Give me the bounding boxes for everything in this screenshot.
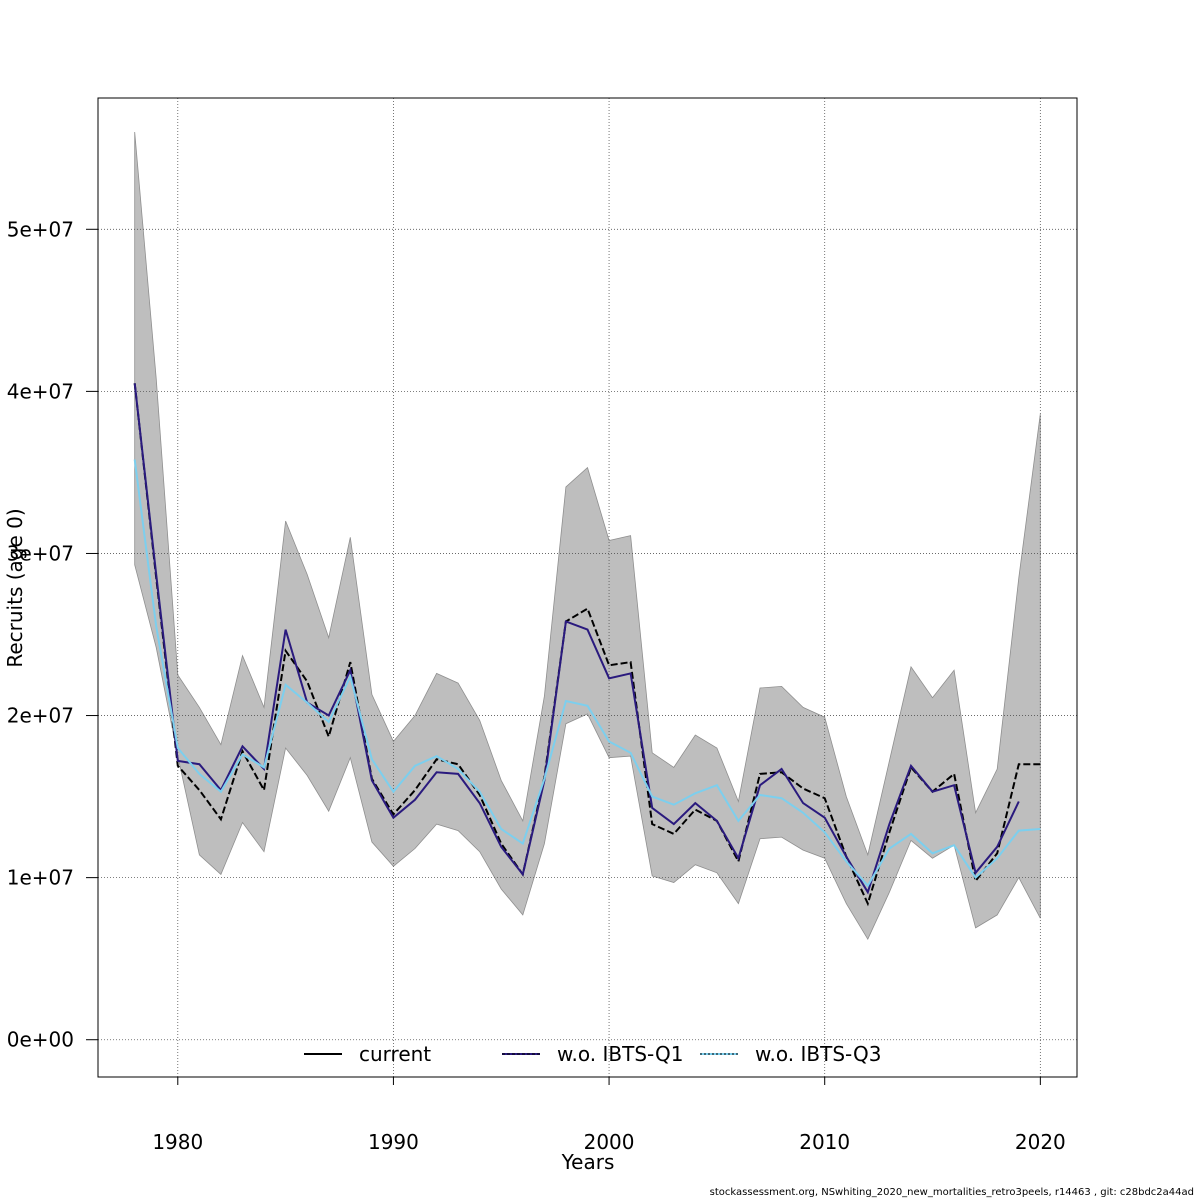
legend-label-wo-ibts-q3: w.o. IBTS-Q3 (755, 1042, 881, 1066)
legend-label-current: current (359, 1042, 431, 1066)
legend: current w.o. IBTS-Q1 w.o. IBTS-Q3 (304, 1042, 881, 1066)
y-tick-label: 0e+00 (7, 1028, 74, 1052)
series-line-w-o-ibts-q3 (133, 459, 1041, 888)
grid-layer (98, 98, 1077, 1077)
y-tick-label: 3e+07 (7, 541, 74, 565)
confidence-band-layer (134, 131, 1041, 941)
x-tick-label: 2020 (1015, 1130, 1066, 1154)
plot-frame (97, 97, 1078, 1078)
x-axis-label: Years (561, 1150, 615, 1174)
y-tick-label: 5e+07 (7, 217, 74, 241)
y-tick-label: 1e+07 (7, 866, 74, 890)
axes-layer: 1980 1990 2000 2010 2020 0e+00 1e+07 2e+07 3e+07… (7, 217, 1066, 1154)
x-tick-label: 1980 (152, 1130, 203, 1154)
y-axis-label: Recruits (age 0) (3, 508, 27, 667)
y-tick-label: 2e+07 (7, 704, 74, 728)
x-tick-label: 1990 (368, 1130, 419, 1154)
footer-credit: stockassessment.org, NSwhiting_2020_new_… (709, 1187, 1194, 1198)
confidence-band (134, 131, 1041, 941)
x-tick-label: 2010 (799, 1130, 850, 1154)
y-tick-label: 4e+07 (7, 379, 74, 403)
x-tick-label: 2000 (584, 1130, 635, 1154)
series-layer (133, 383, 1041, 907)
series-line-current (133, 383, 1041, 907)
legend-label-wo-ibts-q1: w.o. IBTS-Q1 (557, 1042, 683, 1066)
